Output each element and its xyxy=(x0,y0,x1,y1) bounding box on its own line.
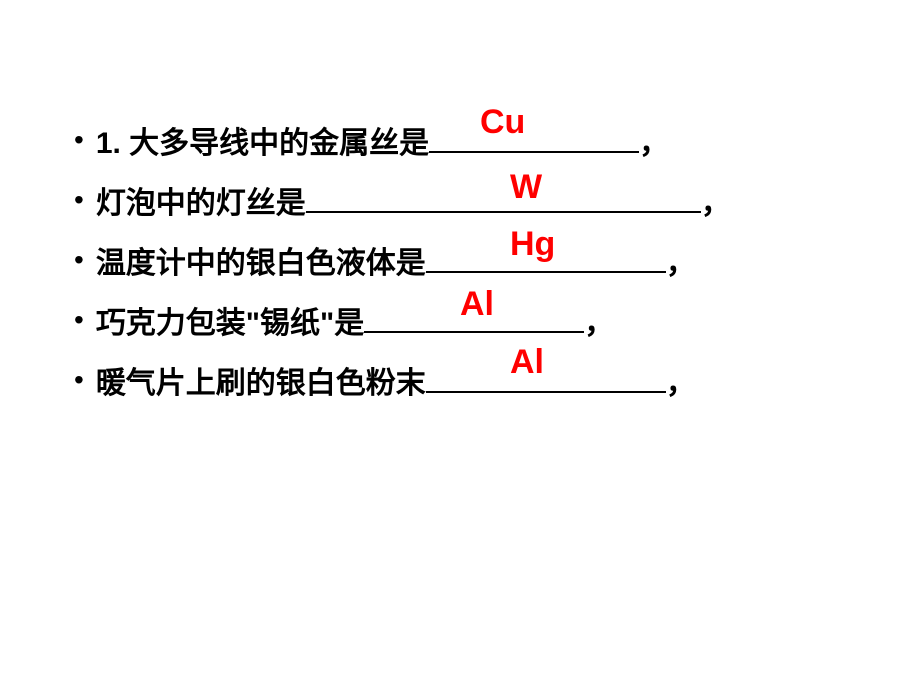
bullet-5: • xyxy=(74,364,84,396)
text-5: 暖气片上刷的银白色粉末 ， xyxy=(96,358,696,402)
answer-1: Cu xyxy=(480,103,525,142)
line-4: • 巧克力包装"锡纸"是 ， xyxy=(74,290,920,350)
bullet-2: • xyxy=(74,184,84,216)
bullet-1: • xyxy=(74,124,84,156)
answer-2: W xyxy=(510,168,542,207)
question-text-1: 大多导线中的金属丝是 xyxy=(129,127,429,160)
blank-3 xyxy=(426,271,666,273)
line-5: • 暖气片上刷的银白色粉末 ， xyxy=(74,350,920,410)
text-3: 温度计中的银白色液体是 ， xyxy=(96,238,696,282)
comma-4: ， xyxy=(584,307,614,340)
answer-3: Hg xyxy=(510,225,555,264)
content-area: • 1. 大多导线中的金属丝是 ， • 灯泡中的灯丝是 ， • 温度计中的银白色液体… xyxy=(0,0,920,410)
blank-2 xyxy=(306,211,701,213)
question-text-4: 巧克力包装"锡纸"是 xyxy=(96,307,364,340)
question-text-3: 温度计中的银白色液体是 xyxy=(96,247,426,280)
blank-4 xyxy=(364,331,584,333)
comma-3: ， xyxy=(666,247,696,280)
text-1: 1. 大多导线中的金属丝是 ， xyxy=(96,118,669,162)
answer-4: Al xyxy=(460,285,494,324)
prefix-1: 1. xyxy=(96,127,129,160)
text-4: 巧克力包装"锡纸"是 ， xyxy=(96,298,614,342)
line-2: • 灯泡中的灯丝是 ， xyxy=(74,170,920,230)
bullet-4: • xyxy=(74,304,84,336)
bullet-3: • xyxy=(74,244,84,276)
answer-5: Al xyxy=(510,343,544,382)
comma-5: ， xyxy=(666,367,696,400)
question-text-5: 暖气片上刷的银白色粉末 xyxy=(96,367,426,400)
blank-5 xyxy=(426,391,666,393)
question-text-2: 灯泡中的灯丝是 xyxy=(96,187,306,220)
blank-1 xyxy=(429,151,639,153)
comma-2: ， xyxy=(701,187,731,220)
comma-1: ， xyxy=(639,127,669,160)
line-3: • 温度计中的银白色液体是 ， xyxy=(74,230,920,290)
text-2: 灯泡中的灯丝是 ， xyxy=(96,178,731,222)
